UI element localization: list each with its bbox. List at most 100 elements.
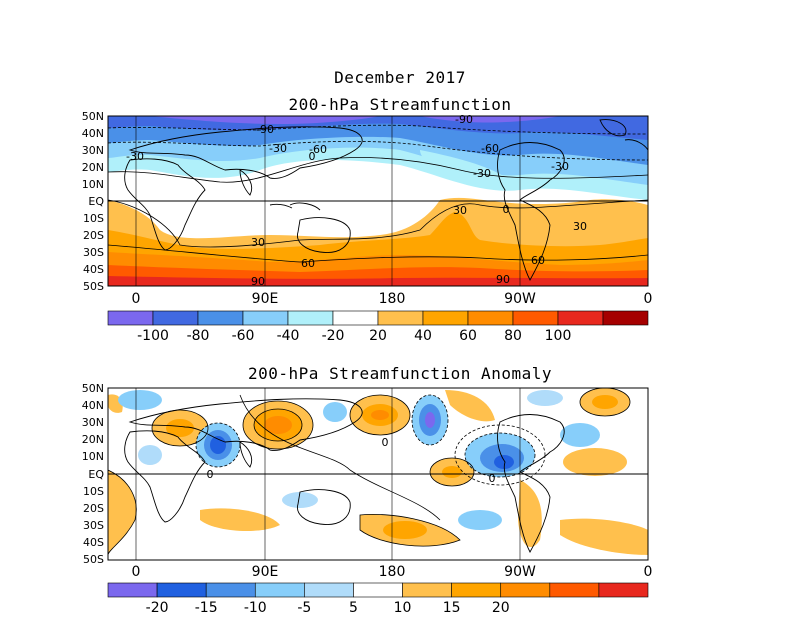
- lat-label: 10N: [82, 178, 104, 191]
- colorbar-swatch: [512, 310, 559, 326]
- colorbar-swatch: [451, 582, 502, 598]
- bottom-lat-axis: 50N 40N 30N 20N 10N EQ 10S 20S 30S 40S 5…: [82, 382, 105, 566]
- colorbar-label: 100: [545, 328, 572, 340]
- anomaly-coastline-outlines: [124, 398, 565, 553]
- lat-label: 40S: [83, 536, 104, 549]
- contour-label: -90: [455, 113, 473, 126]
- lon-label: 0: [644, 291, 653, 307]
- colorbar-swatch: [602, 310, 649, 326]
- date-title: December 2017: [334, 68, 466, 87]
- contour-label: 30: [251, 236, 265, 249]
- colorbar-swatch: [353, 582, 403, 598]
- contour-label: -60: [309, 143, 327, 156]
- contour-label: 90: [251, 275, 265, 288]
- lat-label: 20N: [82, 161, 104, 174]
- colorbar-swatch: [287, 310, 334, 326]
- contour-label: 0: [207, 468, 214, 481]
- colorbar-label: 20: [492, 600, 510, 616]
- lat-label: 50N: [82, 110, 104, 123]
- lat-label: EQ: [88, 195, 104, 208]
- streamfunction-map: -90 -90 -60 -30 -60 -30 -30 -30 0 0 30 3…: [82, 110, 653, 340]
- colorbar-swatch: [156, 582, 207, 598]
- colorbar-label: -10: [244, 600, 267, 616]
- lat-label: 10S: [83, 212, 104, 225]
- contour-label: -30: [269, 142, 287, 155]
- lat-label: 20S: [83, 502, 104, 515]
- colorbar-label: -15: [195, 600, 218, 616]
- top-lon-axis: 0 90E 180 90W 0: [132, 291, 653, 307]
- colorbar-swatch: [422, 310, 469, 326]
- bottom-map-frame: [107, 387, 649, 561]
- colorbar-swatch: [107, 310, 154, 326]
- colorbar-swatch: [500, 582, 551, 598]
- contour-label: 0: [382, 436, 389, 449]
- colorbar-swatch: [557, 310, 604, 326]
- colorbar-swatch: [197, 310, 244, 326]
- colorbar-swatch: [467, 310, 514, 326]
- bottom-lon-axis: 0 90E 180 90W 0: [132, 564, 653, 580]
- colorbar-label: 40: [414, 328, 432, 340]
- colorbar-label: -20: [146, 600, 169, 616]
- lat-label: 10S: [83, 485, 104, 498]
- colorbar-swatch: [598, 582, 649, 598]
- lon-label: 180: [379, 564, 406, 580]
- colorbar-swatch: [242, 310, 289, 326]
- lat-label: 30N: [82, 416, 104, 429]
- colorbar-swatch: [549, 582, 600, 598]
- bottom-contour-labels: 0 0 0: [207, 436, 496, 485]
- contour-label: -60: [481, 142, 499, 155]
- contour-label: -30: [473, 167, 491, 180]
- colorbar-label: -100: [137, 328, 169, 340]
- bottom-panel-title: 200-hPa Streamfunction Anomaly: [248, 364, 552, 383]
- lat-label: 50N: [82, 382, 104, 395]
- colorbar-label: -40: [277, 328, 300, 340]
- colorbar-swatch: [377, 310, 424, 326]
- colorbar-label: 80: [504, 328, 522, 340]
- colorbar-label: 15: [443, 600, 461, 616]
- colorbar-label: -5: [297, 600, 311, 616]
- contour-label: -30: [551, 160, 569, 173]
- contour-label: 0: [503, 203, 510, 216]
- colorbar-label: 10: [394, 600, 412, 616]
- lon-label: 90W: [504, 291, 536, 307]
- contour-label: 60: [531, 254, 545, 267]
- lat-label: 50S: [83, 553, 104, 566]
- lon-label: 90E: [252, 564, 279, 580]
- bottom-colorbar: [107, 582, 649, 598]
- colorbar-swatch: [332, 310, 379, 326]
- colorbar-label: 60: [459, 328, 477, 340]
- lon-label: 0: [644, 564, 653, 580]
- lon-label: 0: [132, 564, 141, 580]
- contour-label: 0: [309, 150, 316, 163]
- contour-label: 60: [301, 257, 315, 270]
- colorbar-label: -80: [187, 328, 210, 340]
- bottom-colorbar-labels: -20 -15 -10 -5 5 10 15 20: [146, 600, 510, 616]
- lat-label: 40N: [82, 399, 104, 412]
- colorbar-label: -60: [232, 328, 255, 340]
- contour-label: 30: [453, 204, 467, 217]
- colorbar-label: -20: [322, 328, 345, 340]
- top-colorbar: [107, 310, 649, 326]
- contour-label: 30: [573, 220, 587, 233]
- lat-label: 30N: [82, 144, 104, 157]
- colorbar-swatch: [107, 582, 158, 598]
- lat-label: 20N: [82, 433, 104, 446]
- colorbar-swatch: [304, 582, 354, 598]
- top-lat-axis: 50N 40N 30N 20N 10N EQ 10S 20S 30S 40S 5…: [82, 110, 105, 293]
- lat-label: 40N: [82, 127, 104, 140]
- lat-label: 30S: [83, 519, 104, 532]
- top-panel-title: 200-hPa Streamfunction: [288, 95, 512, 114]
- colorbar-swatch: [205, 582, 256, 598]
- streamfunction-field: [108, 116, 648, 286]
- colorbar-swatch: [254, 582, 305, 598]
- lat-label: 10N: [82, 450, 104, 463]
- lon-label: 90W: [504, 564, 536, 580]
- top-colorbar-labels: -100 -80 -60 -40 -20 20 40 60 80 100: [137, 328, 571, 340]
- colorbar-swatch: [152, 310, 199, 326]
- top-contour-labels: -90 -90 -60 -30 -60 -30 -30 -30 0 0 30 3…: [126, 113, 587, 288]
- lat-label: EQ: [88, 468, 104, 481]
- lat-label: 40S: [83, 263, 104, 276]
- contour-label: -90: [256, 123, 274, 136]
- lat-label: 20S: [83, 229, 104, 242]
- lon-label: 180: [379, 291, 406, 307]
